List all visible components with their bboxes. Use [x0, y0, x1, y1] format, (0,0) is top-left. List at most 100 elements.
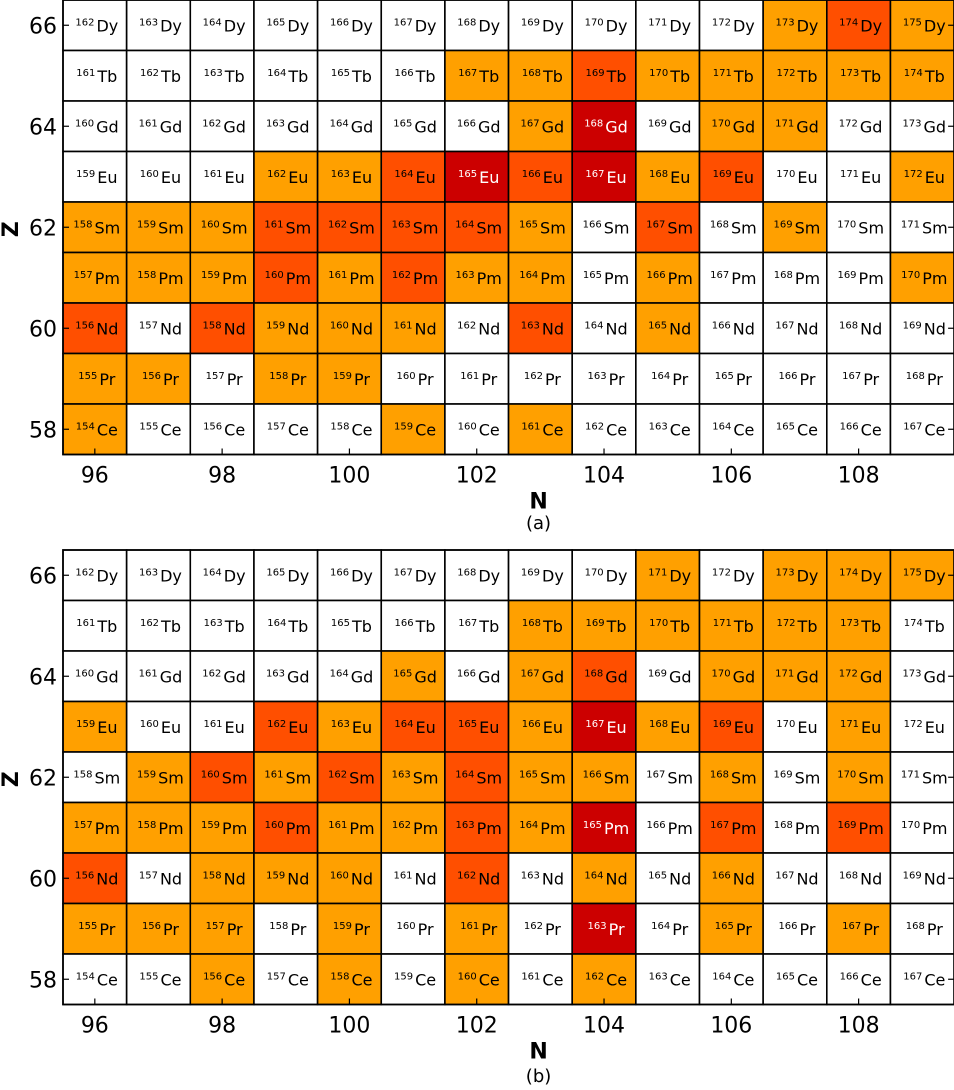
nuclide-label: 166 Eu	[522, 168, 563, 187]
nuclide-label: 166 Tb	[395, 67, 436, 86]
nuclide-label: 163 Dy	[139, 566, 182, 585]
nuclide-cell: 157 Ce	[253, 953, 319, 1006]
nuclide-label: 164 Pm	[519, 819, 565, 838]
panel-caption: (a)	[526, 513, 551, 534]
cell-fill	[825, 902, 892, 955]
nuclide-label: 163 Gd	[266, 117, 310, 136]
nuclide-label: 159 Ce	[394, 970, 436, 989]
nuclide-label: 154 Ce	[76, 970, 118, 989]
nuclide-cell: 166 Nd	[698, 852, 764, 905]
cell-fill	[762, 751, 828, 804]
cell-fill	[125, 599, 192, 652]
nuclide-cell: 159 Sm	[125, 201, 192, 254]
nuclide-label: 159 Eu	[76, 718, 117, 737]
cell-fill	[825, 801, 892, 854]
nuclide-label: 158 Pm	[137, 269, 183, 288]
nuclide-label: 169 Eu	[713, 168, 754, 187]
x-tick-label: 96	[81, 464, 109, 489]
nuclide-label: 171 Dy	[648, 16, 691, 35]
nuclide-cell: 167 Eu	[571, 700, 637, 753]
nuclide-cell: 167 Eu	[571, 150, 637, 203]
cell-fill	[507, 700, 573, 753]
nuclide-cell: 170 Dy	[571, 0, 637, 52]
nuclide-label: 163 Ce	[649, 420, 691, 439]
nuclide-label: 172 Eu	[904, 168, 945, 187]
nuclide-cell: 167 Ce	[889, 403, 954, 456]
nuclide-label: 169 Dy	[521, 566, 564, 585]
cell-fill	[316, 700, 383, 753]
nuclide-cell: 165 Pm	[571, 801, 637, 854]
nuclide-label: 169 Pm	[837, 269, 883, 288]
nuclide-label: 165 Pr	[715, 920, 752, 939]
cell-fill	[125, 852, 192, 905]
x-tick-label: 106	[710, 464, 752, 489]
cell-fill	[316, 201, 383, 254]
nuclide-label: 167 Nd	[775, 319, 818, 338]
nuclide-label: 163 Tb	[204, 617, 245, 636]
nuclide-label: 162 Pm	[392, 819, 438, 838]
nuclide-cell: 169 Dy	[507, 549, 573, 602]
nuclide-label: 156 Nd	[75, 869, 118, 888]
cell-fill	[635, 599, 701, 652]
cell-fill	[762, 650, 828, 703]
nuclide-cell: 160 Pm	[253, 801, 319, 854]
nuclide-cell: 163 Tb	[189, 49, 255, 102]
nuclide-label: 171 Gd	[775, 667, 819, 686]
nuclide-cell: 161 Nd	[380, 852, 446, 905]
nuclide-cell: 162 Pm	[380, 801, 446, 854]
cell-fill	[635, 251, 701, 304]
x-tick-label: 108	[838, 1014, 880, 1039]
nuclide-cell: 169 Tb	[571, 49, 637, 102]
nuclide-cell: 163 Gd	[253, 100, 319, 153]
nuclide-label: 161 Pr	[460, 370, 497, 389]
nuclide-cell: 173 Gd	[889, 100, 954, 153]
cell-fill	[253, 49, 319, 102]
nuclide-label: 165 Eu	[458, 718, 499, 737]
y-tick-label: 60	[29, 317, 57, 342]
nuclide-label: 163 Sm	[392, 218, 439, 237]
nuclide-label: 164 Nd	[584, 319, 627, 338]
cell-fill	[507, 751, 573, 804]
nuclide-label: 165 Sm	[519, 768, 566, 787]
nuclide-cell: 167 Pr	[825, 902, 892, 955]
cell-fill	[316, 302, 383, 355]
y-tick-label: 58	[29, 968, 57, 993]
nuclide-label: 159 Ce	[394, 420, 436, 439]
nuclide-label: 169 Tb	[586, 67, 627, 86]
cell-fill	[889, 0, 954, 52]
nuclide-label: 170 Pm	[901, 269, 947, 288]
nuclide-label: 165 Tb	[331, 67, 372, 86]
nuclide-label: 162 Tb	[140, 617, 181, 636]
cell-fill	[825, 852, 892, 905]
nuclide-label: 158 Pr	[269, 370, 306, 389]
nuclide-label: 160 Ce	[458, 420, 500, 439]
cell-fill	[125, 403, 192, 456]
nuclide-label: 167 Gd	[521, 667, 565, 686]
nuclide-label: 166 Pm	[647, 819, 693, 838]
nuclide-label: 164 Gd	[330, 667, 374, 686]
nuclide-label: 171 Tb	[713, 67, 754, 86]
nuclide-cell: 171 Sm	[889, 201, 954, 254]
nuclide-label: 174 Dy	[839, 16, 882, 35]
nuclide-label: 168 Tb	[522, 67, 563, 86]
nuclide-cell: 175 Dy	[889, 0, 954, 52]
cell-fill	[62, 650, 128, 703]
nuclide-cell: 163 Eu	[316, 150, 383, 203]
nuclide-label: 173 Gd	[902, 667, 946, 686]
nuclide-label: 169 Eu	[713, 718, 754, 737]
nuclide-label: 165 Nd	[648, 319, 691, 338]
nuclide-cell: 170 Tb	[635, 599, 701, 652]
cell-fill	[253, 251, 319, 304]
x-tick-label: 98	[208, 464, 236, 489]
nuclide-label: 166 Pr	[778, 370, 815, 389]
nuclide-cell: 173 Dy	[762, 549, 828, 602]
cell-fill	[889, 201, 954, 254]
nuclide-cell: 156 Ce	[189, 403, 255, 456]
cell-fill	[889, 953, 954, 1006]
nuclide-label: 166 Pm	[647, 269, 693, 288]
nuclide-label: 161 Pr	[460, 920, 497, 939]
cell-fill	[62, 49, 128, 102]
nuclide-cell: 166 Gd	[444, 650, 510, 703]
nuclide-label: 161 Pm	[328, 819, 374, 838]
cell-fill	[316, 251, 383, 304]
